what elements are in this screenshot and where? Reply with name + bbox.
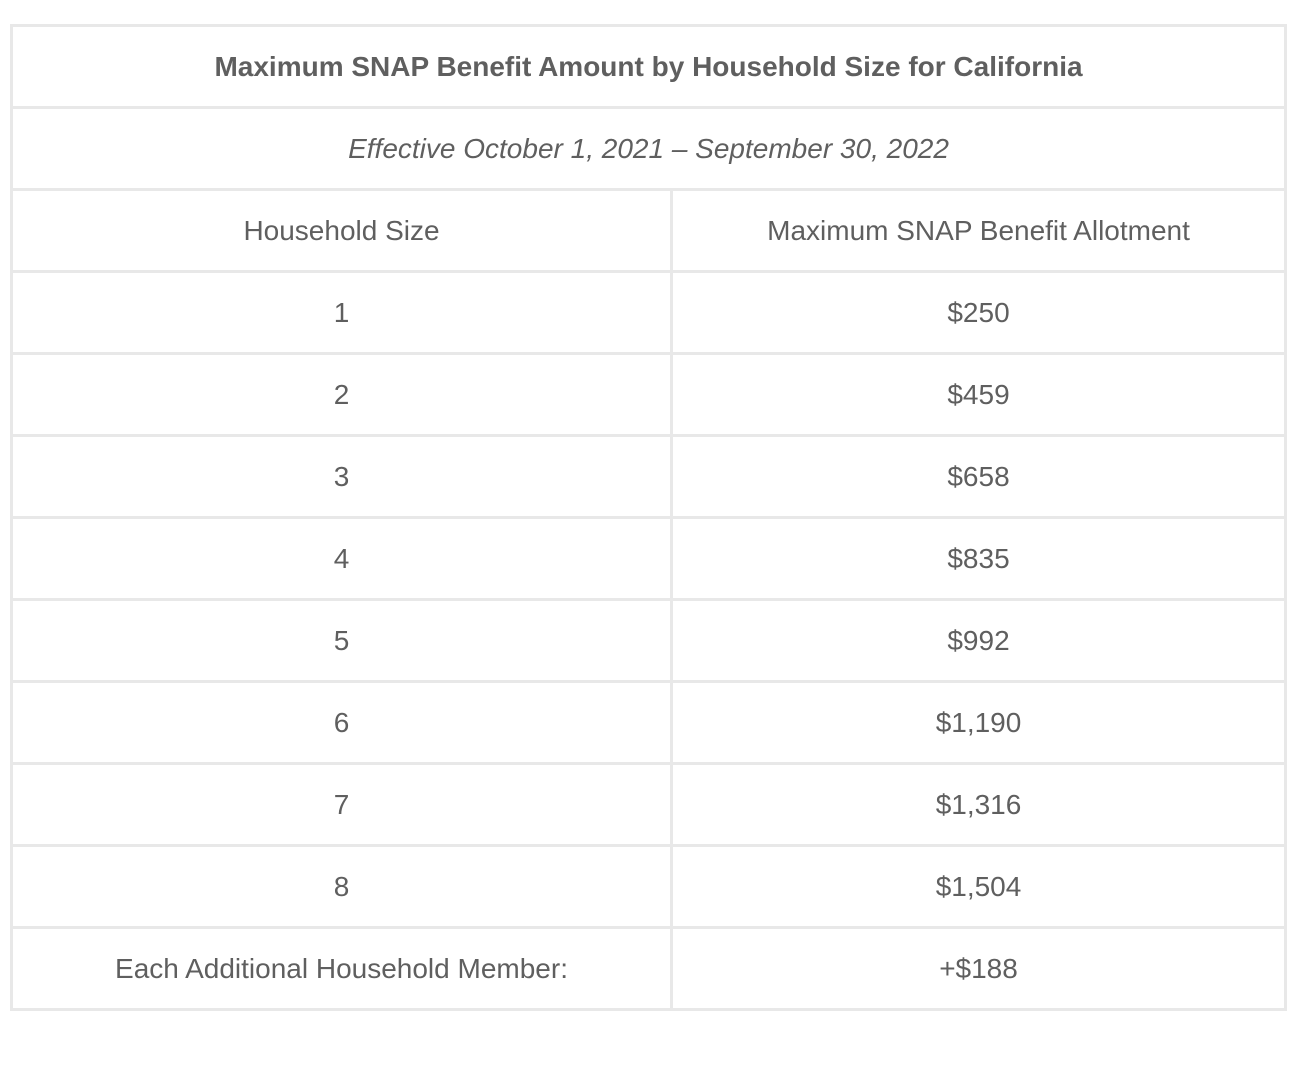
household-size-cell: 3 bbox=[10, 434, 673, 519]
additional-member-allotment: +$188 bbox=[669, 926, 1288, 1011]
allotment-cell: $992 bbox=[669, 598, 1288, 683]
table-row: 5 $992 bbox=[10, 598, 1288, 683]
table-row: 4 $835 bbox=[10, 516, 1288, 601]
household-size-cell: 7 bbox=[10, 762, 673, 847]
table-subtitle: Effective October 1, 2021 – September 30… bbox=[9, 106, 1288, 191]
allotment-cell: $250 bbox=[669, 270, 1288, 355]
allotment-cell: $1,504 bbox=[669, 844, 1288, 929]
snap-benefit-table: Maximum SNAP Benefit Amount by Household… bbox=[9, 24, 1288, 1011]
table-row-additional-member: Each Additional Household Member: +$188 bbox=[10, 926, 1288, 1011]
table-row: 8 $1,504 bbox=[10, 844, 1288, 929]
allotment-cell: $459 bbox=[669, 352, 1288, 437]
table-row: 7 $1,316 bbox=[10, 762, 1288, 847]
header-household-size: Household Size bbox=[10, 188, 673, 273]
household-size-cell: 5 bbox=[10, 598, 673, 683]
allotment-cell: $835 bbox=[669, 516, 1288, 601]
title-row: Maximum SNAP Benefit Amount by Household… bbox=[9, 24, 1288, 109]
header-row: Household Size Maximum SNAP Benefit Allo… bbox=[10, 188, 1288, 273]
table-row: 3 $658 bbox=[10, 434, 1288, 519]
household-size-cell: 1 bbox=[10, 270, 673, 355]
table-row: 1 $250 bbox=[10, 270, 1288, 355]
table-row: 2 $459 bbox=[10, 352, 1288, 437]
table-title: Maximum SNAP Benefit Amount by Household… bbox=[9, 24, 1288, 109]
household-size-cell: 6 bbox=[10, 680, 673, 765]
allotment-cell: $1,190 bbox=[669, 680, 1288, 765]
header-max-allotment: Maximum SNAP Benefit Allotment bbox=[669, 188, 1288, 273]
additional-member-label: Each Additional Household Member: bbox=[10, 926, 673, 1011]
allotment-cell: $1,316 bbox=[669, 762, 1288, 847]
table-row: 6 $1,190 bbox=[10, 680, 1288, 765]
household-size-cell: 8 bbox=[10, 844, 673, 929]
table-body: Maximum SNAP Benefit Amount by Household… bbox=[9, 24, 1288, 1011]
subtitle-row: Effective October 1, 2021 – September 30… bbox=[9, 106, 1288, 191]
allotment-cell: $658 bbox=[669, 434, 1288, 519]
household-size-cell: 2 bbox=[10, 352, 673, 437]
household-size-cell: 4 bbox=[10, 516, 673, 601]
